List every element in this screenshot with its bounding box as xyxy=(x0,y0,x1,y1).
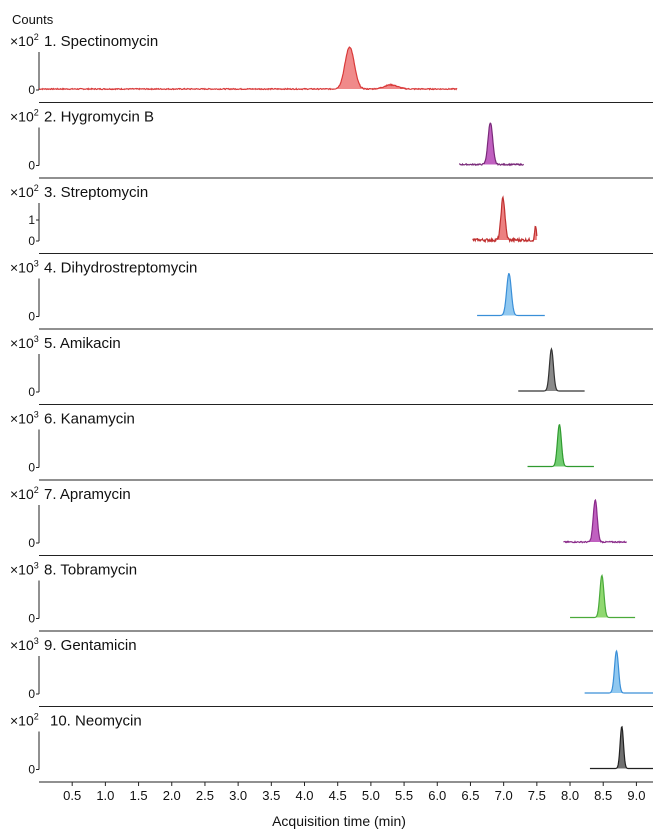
x-tick-label: 2.5 xyxy=(196,788,214,803)
chromatogram-trace xyxy=(477,272,545,317)
x-tick-label: 3.0 xyxy=(229,788,247,803)
panel-compound-label: 3. Streptomycin xyxy=(44,184,148,201)
chromatogram-trace xyxy=(472,195,538,244)
x-tick-label: 7.0 xyxy=(495,788,513,803)
y-tick-label: 0 xyxy=(28,612,35,626)
x-tick-label: 2.0 xyxy=(163,788,181,803)
x-tick-label: 1.0 xyxy=(96,788,114,803)
x-tick-label: 7.5 xyxy=(528,788,546,803)
x-tick-label: 8.0 xyxy=(561,788,579,803)
y-tick-label: 1 xyxy=(28,213,35,227)
chromatogram-trace xyxy=(563,498,627,544)
x-tick-label: 0.5 xyxy=(63,788,81,803)
panel-compound-label: 1. Spectinomycin xyxy=(44,33,158,50)
panel-scale-label: ×102 xyxy=(10,32,39,49)
x-tick-label: 8.5 xyxy=(594,788,612,803)
panel-compound-label: 8. Tobramycin xyxy=(44,562,137,579)
panel-compound-label: 5. Amikacin xyxy=(44,335,121,352)
panel-scale-label: ×103 xyxy=(10,636,39,653)
panel-6: ×103 6. Kanamycin 0 xyxy=(10,410,653,481)
chromatogram-trace xyxy=(570,573,636,619)
panel-5: ×103 5. Amikacin 0 xyxy=(10,334,653,405)
y-tick-label: 0 xyxy=(28,536,35,550)
chromatogram-trace xyxy=(584,649,653,694)
y-tick-label: 0 xyxy=(28,385,35,399)
panel-compound-label: 6. Kanamycin xyxy=(44,411,135,428)
panel-scale-label: ×102 xyxy=(10,108,39,125)
panel-scale-label: ×103 xyxy=(10,561,39,578)
y-tick-label: 0 xyxy=(28,310,35,324)
chromatogram-trace xyxy=(527,423,594,468)
panel-3: ×102 3. Streptomycin 1 0 xyxy=(10,183,653,254)
chromatogram-trace xyxy=(518,347,585,392)
panel-scale-label: ×102 xyxy=(10,183,39,200)
x-tick-label: 5.5 xyxy=(395,788,413,803)
x-tick-label: 6.0 xyxy=(428,788,446,803)
chromatogram-trace xyxy=(38,46,458,91)
y-axis-unit-label: Counts xyxy=(12,12,54,27)
x-tick-label: 6.5 xyxy=(461,788,479,803)
panel-scale-label: ×103 xyxy=(10,334,39,351)
x-tick-label: 3.5 xyxy=(262,788,280,803)
panel-scale-label: ×102 xyxy=(10,712,39,729)
x-axis: 0.5 1.0 1.5 2.0 2.5 3.0 3.5 4.0 4.5 5.0 5.5 6.0 6.5 7… xyxy=(39,781,653,803)
panel-7: ×102 7. Apramycin 0 xyxy=(10,485,653,556)
y-tick-label: 0 xyxy=(28,234,35,248)
y-tick-label: 0 xyxy=(28,83,35,97)
x-tick-label: 4.5 xyxy=(329,788,347,803)
panel-compound-label: 10. Neomycin xyxy=(50,713,142,730)
chromatogram-trace xyxy=(589,725,653,770)
panel-scale-label: ×102 xyxy=(10,485,39,502)
panel-compound-label: 2. Hygromycin B xyxy=(44,109,154,126)
chromatogram-trace xyxy=(458,122,525,167)
panel-compound-label: 7. Apramycin xyxy=(44,486,131,503)
panel-scale-label: ×103 xyxy=(10,259,39,276)
panel-2: ×102 2. Hygromycin B 0 xyxy=(10,108,653,179)
panel-9: ×103 9. Gentamicin 0 xyxy=(10,636,653,707)
panel-4: ×103 4. Dihydrostreptomycin 0 xyxy=(10,259,653,330)
x-axis-title: Acquisition time (min) xyxy=(272,813,406,829)
x-tick-label: 4.0 xyxy=(295,788,313,803)
panel-compound-label: 9. Gentamicin xyxy=(44,637,137,654)
y-tick-label: 0 xyxy=(28,159,35,173)
x-tick-label: 9.0 xyxy=(627,788,645,803)
panel-1: ×102 1. Spectinomycin 0 xyxy=(10,32,653,103)
panel-compound-label: 4. Dihydrostreptomycin xyxy=(44,260,197,277)
x-tick-label: 1.5 xyxy=(130,788,148,803)
y-tick-label: 0 xyxy=(28,461,35,475)
chromatogram-panels: ×102 1. Spectinomycin 0 ×102 2. Hygromycin B… xyxy=(10,32,653,777)
y-tick-label: 0 xyxy=(28,687,35,701)
y-tick-label: 0 xyxy=(28,763,35,777)
panel-10: ×102 10. Neomycin 0 xyxy=(10,712,653,777)
peak-fill-1 xyxy=(335,47,364,89)
x-tick-label: 5.0 xyxy=(362,788,380,803)
panel-scale-label: ×103 xyxy=(10,410,39,427)
panel-8: ×103 8. Tobramycin 0 xyxy=(10,561,653,632)
